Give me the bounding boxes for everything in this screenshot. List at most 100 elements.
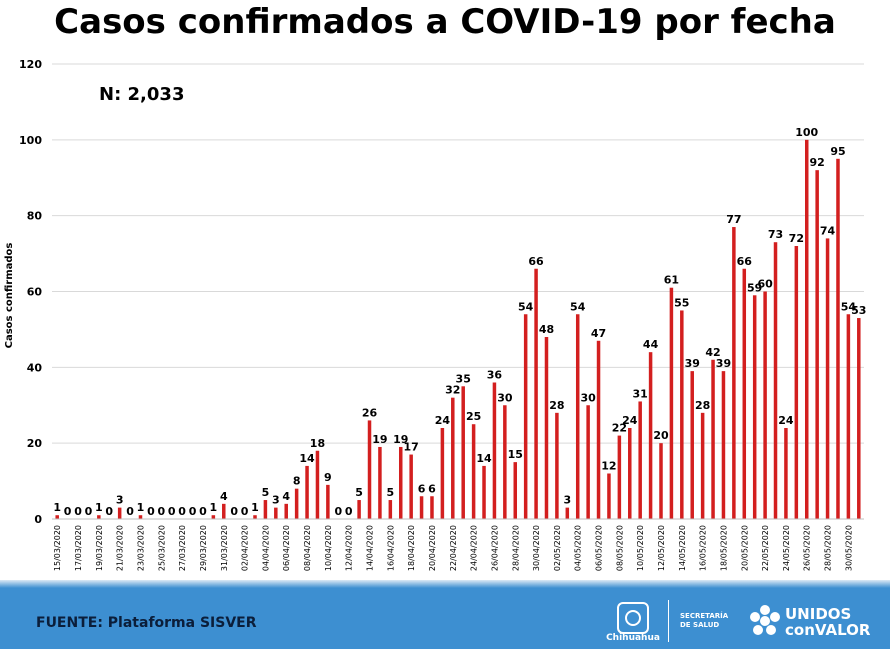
y-tick-label: 0 — [34, 513, 42, 526]
data-label: 0 — [189, 505, 197, 518]
data-label: 0 — [85, 505, 93, 518]
data-label: 1 — [251, 501, 259, 514]
secretaria-salud-logo: SECRETARÍA DE SALUD — [680, 612, 736, 630]
x-tick-label: 10/04/2020 — [324, 525, 333, 571]
y-axis-ticks: 0 20 40 60 80 100 120 — [19, 58, 42, 526]
data-label: 5 — [355, 486, 363, 499]
data-label: 72 — [789, 232, 804, 245]
data-label: 0 — [64, 505, 72, 518]
bar — [263, 500, 268, 519]
data-label: 55 — [674, 296, 689, 309]
x-tick-label: 04/05/2020 — [574, 525, 583, 571]
x-tick-label: 30/05/2020 — [844, 525, 853, 571]
data-label: 18 — [310, 437, 325, 450]
bar — [274, 507, 278, 519]
bar — [690, 371, 694, 519]
bar — [742, 268, 747, 519]
bar — [97, 515, 101, 519]
bars — [55, 139, 861, 520]
data-label: 74 — [820, 224, 836, 237]
x-tick-label: 20/05/2020 — [740, 525, 749, 571]
data-label: 100 — [795, 126, 818, 139]
bar — [544, 337, 549, 519]
chihuahua-seal-icon — [617, 602, 649, 634]
x-tick-label: 26/05/2020 — [803, 525, 812, 571]
data-label: 24 — [778, 414, 794, 427]
x-tick-label: 08/05/2020 — [615, 525, 624, 571]
bar — [451, 397, 455, 519]
data-label: 54 — [518, 300, 534, 313]
data-label: 66 — [737, 255, 753, 268]
x-tick-label: 16/04/2020 — [386, 525, 395, 571]
data-label: 0 — [126, 505, 134, 518]
x-tick-label: 08/04/2020 — [303, 525, 312, 571]
x-tick-label: 17/03/2020 — [74, 525, 83, 571]
data-label: 53 — [851, 304, 866, 317]
data-label: 26 — [362, 406, 378, 419]
x-tick-label: 12/04/2020 — [345, 525, 354, 571]
bar — [284, 503, 288, 519]
bar — [367, 420, 372, 519]
x-tick-label: 24/04/2020 — [470, 525, 479, 571]
data-label: 28 — [695, 399, 710, 412]
data-label: 6 — [418, 482, 426, 495]
x-tick-label: 27/03/2020 — [178, 525, 187, 571]
total-count-label: N: 2,033 — [99, 84, 185, 105]
bar — [596, 340, 601, 519]
bar — [305, 465, 309, 519]
bar — [253, 515, 257, 519]
data-label: 25 — [466, 410, 481, 423]
data-label: 14 — [299, 452, 315, 465]
bar — [482, 465, 486, 519]
data-label: 19 — [393, 433, 408, 446]
x-tick-label: 16/05/2020 — [699, 525, 708, 571]
data-label: 6 — [428, 482, 436, 495]
bar — [617, 435, 622, 519]
bar — [773, 242, 778, 520]
data-label: 60 — [757, 278, 773, 291]
data-label: 0 — [241, 505, 249, 518]
x-tick-label: 12/05/2020 — [657, 525, 666, 571]
x-tick-label: 26/04/2020 — [490, 525, 499, 571]
bar — [648, 352, 653, 519]
x-tick-label: 14/05/2020 — [678, 525, 687, 571]
x-tick-label: 15/03/2020 — [53, 525, 62, 571]
bar — [732, 227, 736, 519]
data-label: 14 — [476, 452, 492, 465]
data-label: 9 — [324, 471, 332, 484]
bar — [565, 507, 570, 519]
bar — [669, 287, 674, 519]
x-tick-label: 10/05/2020 — [636, 525, 645, 571]
unidos-line-1: UNIDOS — [785, 605, 852, 623]
x-tick-label: 18/04/2020 — [407, 525, 416, 571]
x-tick-label: 29/03/2020 — [199, 525, 208, 571]
bar — [857, 318, 861, 519]
source-note: FUENTE: Plataforma SISVER — [36, 615, 257, 631]
data-label: 47 — [591, 327, 606, 340]
x-tick-label: 21/03/2020 — [116, 525, 125, 571]
x-tick-label: 24/05/2020 — [782, 525, 791, 571]
data-label: 1 — [95, 501, 103, 514]
y-axis-label: Casos confirmados — [4, 243, 15, 349]
y-tick-label: 120 — [19, 58, 42, 71]
bar — [294, 488, 299, 519]
x-tick-label: 31/03/2020 — [220, 525, 229, 571]
x-tick-label: 20/04/2020 — [428, 525, 437, 571]
bar — [461, 386, 465, 519]
footer-bar — [0, 588, 890, 649]
y-tick-label: 20 — [27, 437, 43, 450]
bar — [326, 484, 330, 519]
data-label: 5 — [387, 486, 395, 499]
bar — [784, 428, 788, 519]
bar — [575, 314, 580, 519]
data-label: 24 — [435, 414, 451, 427]
x-tick-label: 30/04/2020 — [532, 525, 541, 571]
data-label: 95 — [830, 145, 845, 158]
bar — [534, 268, 538, 519]
y-tick-label: 60 — [27, 286, 43, 299]
x-tick-label: 22/04/2020 — [449, 525, 458, 571]
data-label: 12 — [601, 460, 616, 473]
x-tick-label: 25/03/2020 — [157, 525, 166, 571]
bar — [138, 515, 143, 519]
bar — [357, 500, 361, 519]
